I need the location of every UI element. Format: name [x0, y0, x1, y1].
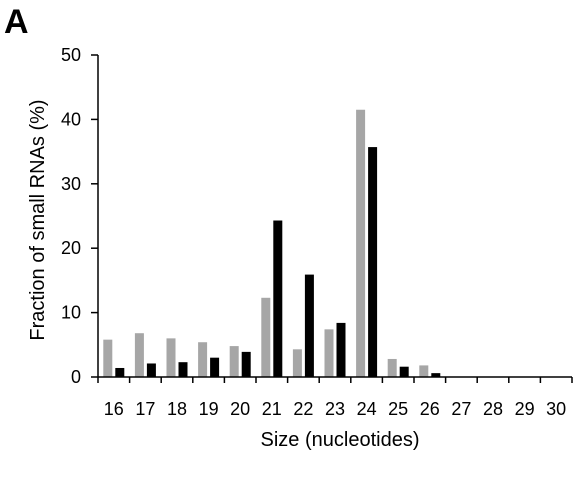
- panel-label: A: [4, 3, 29, 41]
- x-tick-label: 28: [483, 399, 503, 419]
- y-tick-label: 0: [71, 367, 81, 387]
- bar-series2-19: [210, 357, 220, 377]
- bar-series1-16: [103, 339, 113, 377]
- bar-series1-25: [387, 358, 397, 377]
- bar-series2-20: [241, 351, 251, 377]
- x-tick-label: 23: [325, 399, 345, 419]
- bar-series2-16: [115, 367, 125, 377]
- bar-series1-21: [261, 297, 271, 377]
- x-tick-label: 24: [357, 399, 377, 419]
- y-tick-label: 10: [61, 303, 81, 323]
- bar-series2-18: [178, 362, 188, 377]
- x-tick-label: 25: [388, 399, 408, 419]
- x-tick-label: 29: [515, 399, 535, 419]
- x-axis-title: Size (nucleotides): [261, 429, 420, 451]
- bar-series2-26: [431, 373, 441, 377]
- x-tick-label: 21: [262, 399, 282, 419]
- x-tick-label: 26: [420, 399, 440, 419]
- x-tick-label: 20: [230, 399, 250, 419]
- bar-series1-18: [166, 338, 176, 377]
- x-tick-label: 18: [167, 399, 187, 419]
- bar-series1-17: [134, 333, 144, 377]
- y-axis-title: Fraction of small RNAs (%): [27, 99, 49, 340]
- bar-series2-25: [399, 366, 409, 377]
- x-tick-label: 30: [546, 399, 566, 419]
- y-tick-label: 40: [61, 109, 81, 129]
- bar-series2-23: [336, 322, 346, 377]
- bar-series1-26: [419, 365, 429, 377]
- bar-series1-19: [198, 342, 208, 377]
- x-tick-label: 27: [451, 399, 471, 419]
- bar-series2-22: [304, 274, 314, 377]
- y-tick-label: 30: [61, 174, 81, 194]
- bar-series1-23: [324, 329, 334, 377]
- bar-series1-20: [229, 346, 239, 377]
- y-tick-label: 20: [61, 238, 81, 258]
- bar-series1-24: [356, 109, 366, 378]
- x-tick-label: 22: [293, 399, 313, 419]
- bar-series2-21: [273, 220, 283, 377]
- x-tick-label: 19: [199, 399, 219, 419]
- y-ticks-group: 0 10 20 30 40 50: [61, 45, 98, 387]
- bars-group: [103, 109, 441, 378]
- bar-series2-17: [146, 363, 156, 377]
- x-tick-label: 17: [135, 399, 155, 419]
- x-tick-label: 16: [104, 399, 124, 419]
- bar-series2-24: [368, 147, 378, 377]
- x-ticks-group: 16 17 18 19 20 21 22 23 24 25 26 27 28 29 30: [97, 377, 573, 419]
- bar-series1-22: [292, 349, 302, 377]
- y-tick-label: 50: [61, 45, 81, 65]
